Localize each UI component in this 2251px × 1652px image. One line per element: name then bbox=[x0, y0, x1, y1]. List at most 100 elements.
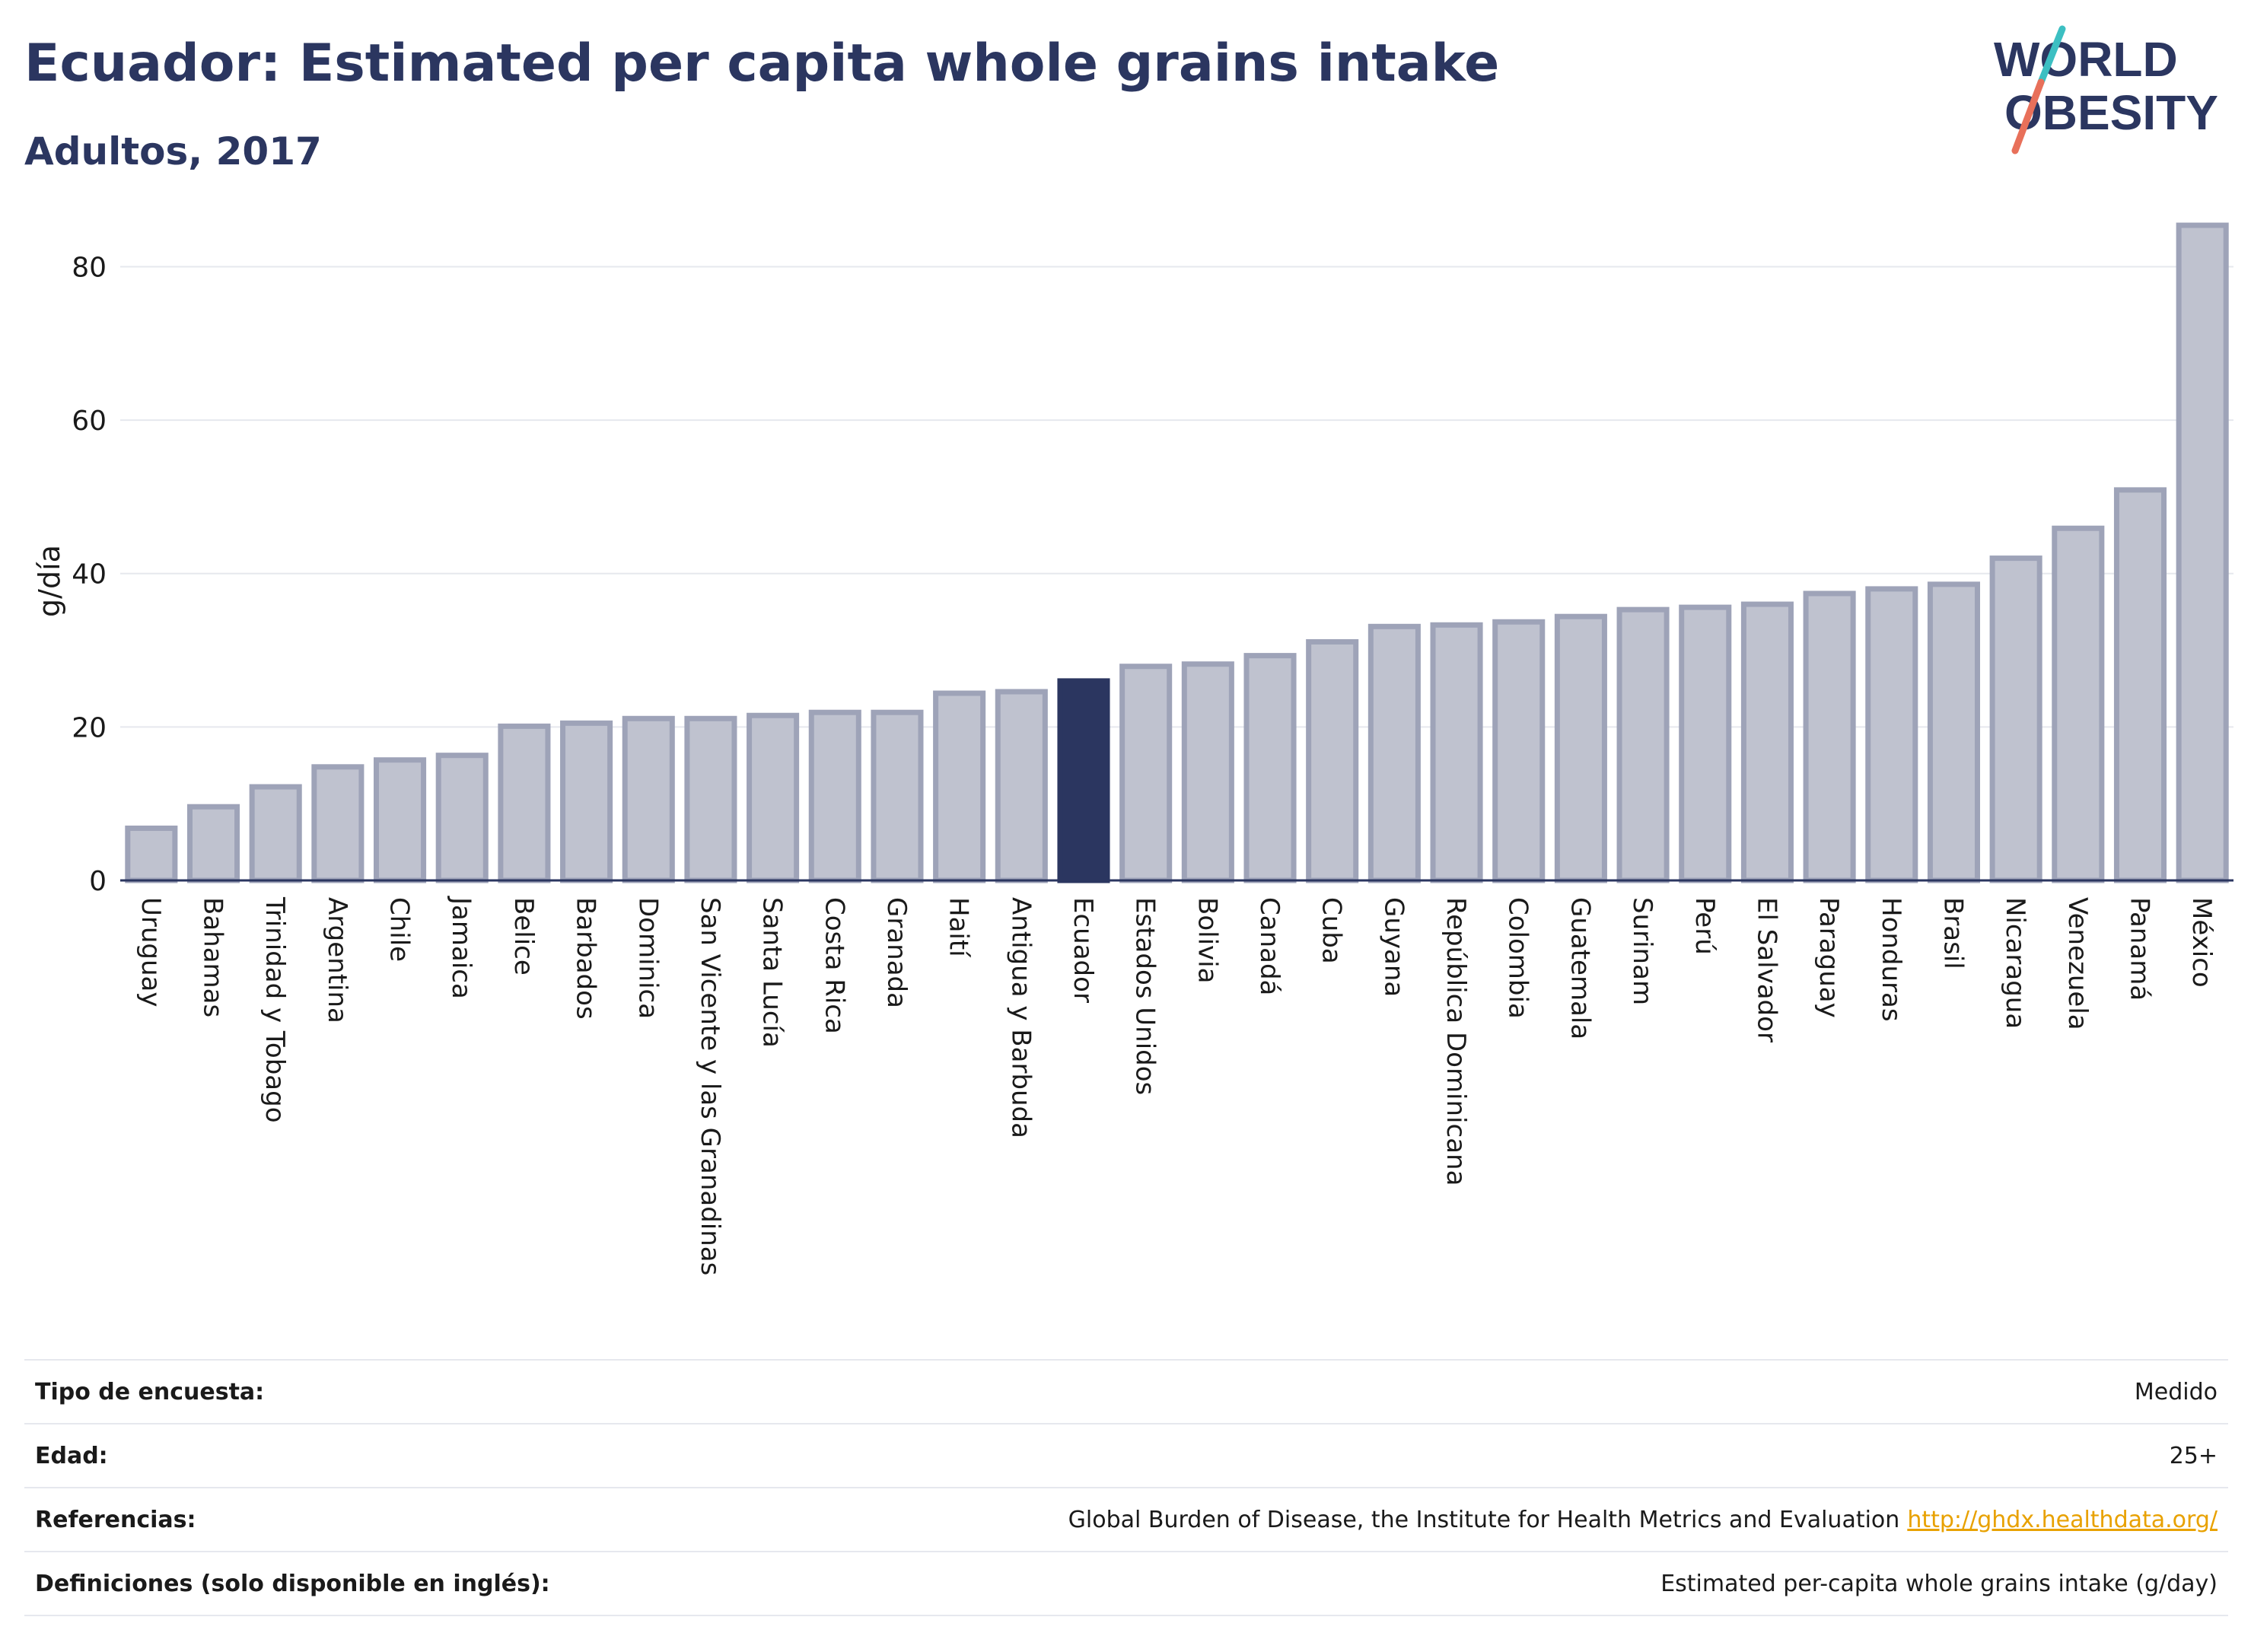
bar-jamaica bbox=[435, 753, 489, 883]
x-tick-label: Estados Unidos bbox=[1130, 897, 1161, 1095]
bar-trinidad-y-tobago bbox=[249, 784, 302, 883]
meta-label: Edad: bbox=[35, 1442, 108, 1469]
meta-label: Referencias: bbox=[35, 1506, 196, 1533]
bar-bolivia bbox=[1181, 661, 1234, 883]
bar-el-salvador bbox=[1740, 601, 1794, 883]
logo-line1: WORLD bbox=[1994, 32, 2178, 87]
bar-uruguay bbox=[125, 825, 178, 883]
bar-dominica bbox=[622, 715, 675, 883]
meta-value: Estimated per-capita whole grains intake… bbox=[1660, 1570, 2218, 1597]
bar-paraguay bbox=[1803, 590, 1856, 883]
x-tick-label: Surinam bbox=[1627, 897, 1657, 1005]
label-layer: Uruguay Bahamas Trinidad y Tobago Argentina… bbox=[135, 896, 2217, 1275]
bar-brasil bbox=[1927, 581, 1980, 883]
bar-honduras bbox=[1865, 586, 1918, 883]
bar-surinam bbox=[1616, 606, 1670, 883]
bar-antigua-y-barbuda bbox=[995, 689, 1048, 883]
x-tick-label: Bolivia bbox=[1192, 897, 1222, 983]
meta-value: Medido bbox=[2134, 1378, 2218, 1405]
y-tick-label: 80 bbox=[72, 252, 107, 283]
x-tick-label: Nicaragua bbox=[2000, 897, 2030, 1029]
x-tick-label: Barbados bbox=[571, 897, 601, 1020]
meta-row-definitions: Definiciones (solo disponible en inglés)… bbox=[24, 1551, 2228, 1616]
x-tick-label: Haití bbox=[944, 897, 974, 958]
x-tick-label: Chile bbox=[384, 897, 415, 962]
y-tick-label: 60 bbox=[72, 406, 107, 437]
x-tick-label: Guyana bbox=[1378, 897, 1409, 997]
meta-row-age: Edad: 25+ bbox=[24, 1423, 2228, 1487]
meta-reference-text: Global Burden of Disease, the Institute … bbox=[1068, 1506, 1900, 1533]
meta-value-references: Global Burden of Disease, the Institute … bbox=[1068, 1507, 2228, 1533]
x-tick-label: Jamaica bbox=[446, 896, 476, 999]
x-tick-label: Antigua y Barbuda bbox=[1005, 897, 1036, 1138]
bar-layer bbox=[125, 222, 2229, 883]
meta-row-survey-type: Tipo de encuesta: Medido bbox=[24, 1359, 2228, 1423]
bar-ecuador bbox=[1057, 678, 1110, 883]
x-tick-label: Ecuador bbox=[1068, 897, 1098, 1003]
x-tick-label: San Vicente y las Granadinas bbox=[695, 897, 725, 1275]
x-tick-label: Honduras bbox=[1876, 897, 1906, 1022]
bar-méxico bbox=[2176, 222, 2229, 883]
x-tick-label: Brasil bbox=[1937, 897, 1968, 969]
y-tick-label: 0 bbox=[89, 866, 107, 897]
bar-barbados bbox=[560, 720, 613, 883]
bar-costa-rica bbox=[808, 709, 861, 883]
bar-argentina bbox=[311, 764, 365, 883]
bar-cuba bbox=[1306, 638, 1359, 883]
meta-label: Tipo de encuesta: bbox=[35, 1378, 265, 1405]
bar-bahamas bbox=[186, 804, 240, 883]
bar-guatemala bbox=[1554, 613, 1607, 883]
meta-label: Definiciones (solo disponible en inglés)… bbox=[35, 1570, 550, 1597]
x-tick-label: Guatemala bbox=[1565, 897, 1595, 1039]
axis-layer: 0 20 40 60 80 bbox=[72, 252, 2233, 897]
x-tick-label: Dominica bbox=[632, 897, 663, 1019]
x-tick-label: Canadá bbox=[1254, 897, 1285, 995]
bar-san-vicente-y-las-granadinas bbox=[684, 715, 737, 883]
bar-panamá bbox=[2113, 487, 2167, 883]
bar-belice bbox=[498, 723, 551, 883]
y-tick-label: 40 bbox=[72, 559, 107, 590]
y-axis-label: g/día bbox=[33, 545, 66, 617]
x-tick-label: El Salvador bbox=[1751, 897, 1781, 1042]
y-tick-label: 20 bbox=[72, 712, 107, 743]
chart-title: Ecuador: Estimated per capita whole grai… bbox=[24, 33, 1500, 94]
bar-chart: 0 20 40 60 80 Uruguay Bahamas Trinidad y Tobag… bbox=[33, 222, 2233, 1275]
chart-subtitle: Adultos, 2017 bbox=[24, 129, 322, 173]
x-tick-label: Uruguay bbox=[135, 897, 166, 1007]
bar-canadá bbox=[1243, 653, 1297, 883]
x-tick-label: Paraguay bbox=[1813, 897, 1844, 1018]
metadata-table: Tipo de encuesta: Medido Edad: 25+ Refer… bbox=[24, 1359, 2228, 1616]
x-tick-label: Bahamas bbox=[198, 897, 228, 1017]
x-tick-label: Panamá bbox=[2124, 897, 2154, 1001]
world-obesity-logo: WORLD OBESITY bbox=[1994, 25, 2218, 154]
bar-haití bbox=[933, 690, 986, 883]
x-tick-label: Costa Rica bbox=[819, 897, 849, 1034]
x-tick-label: Cuba bbox=[1317, 897, 1347, 964]
bar-santa-lucía bbox=[747, 712, 800, 883]
bar-república-dominicana bbox=[1430, 622, 1483, 883]
bar-chile bbox=[374, 757, 427, 883]
bar-granada bbox=[871, 709, 924, 883]
logo-slash-top bbox=[2037, 25, 2066, 86]
logo-line2: OBESITY bbox=[2004, 85, 2218, 140]
x-tick-label: México bbox=[2186, 897, 2217, 988]
bar-guyana bbox=[1367, 623, 1421, 883]
reference-link[interactable]: http://ghdx.healthdata.org/ bbox=[1907, 1506, 2218, 1533]
x-tick-label: Venezuela bbox=[2062, 897, 2093, 1030]
bar-nicaragua bbox=[1989, 555, 2042, 883]
x-tick-label: Trinidad y Tobago bbox=[259, 896, 290, 1123]
bar-venezuela bbox=[2052, 525, 2105, 883]
x-tick-label: Santa Lucía bbox=[757, 897, 788, 1048]
bar-perú bbox=[1679, 604, 1732, 883]
x-tick-label: República Dominicana bbox=[1441, 897, 1471, 1186]
x-tick-label: Perú bbox=[1689, 897, 1720, 955]
x-tick-label: Granada bbox=[881, 897, 912, 1008]
x-tick-label: Argentina bbox=[322, 897, 352, 1023]
x-tick-label: Colombia bbox=[1503, 897, 1533, 1019]
meta-row-references: Referencias: Global Burden of Disease, t… bbox=[24, 1487, 2228, 1551]
x-tick-label: Belice bbox=[508, 897, 539, 976]
bar-estados-unidos bbox=[1119, 664, 1173, 883]
meta-value: 25+ bbox=[2169, 1442, 2218, 1469]
bar-colombia bbox=[1492, 619, 1546, 883]
logo-slash-bottom bbox=[2011, 78, 2045, 154]
